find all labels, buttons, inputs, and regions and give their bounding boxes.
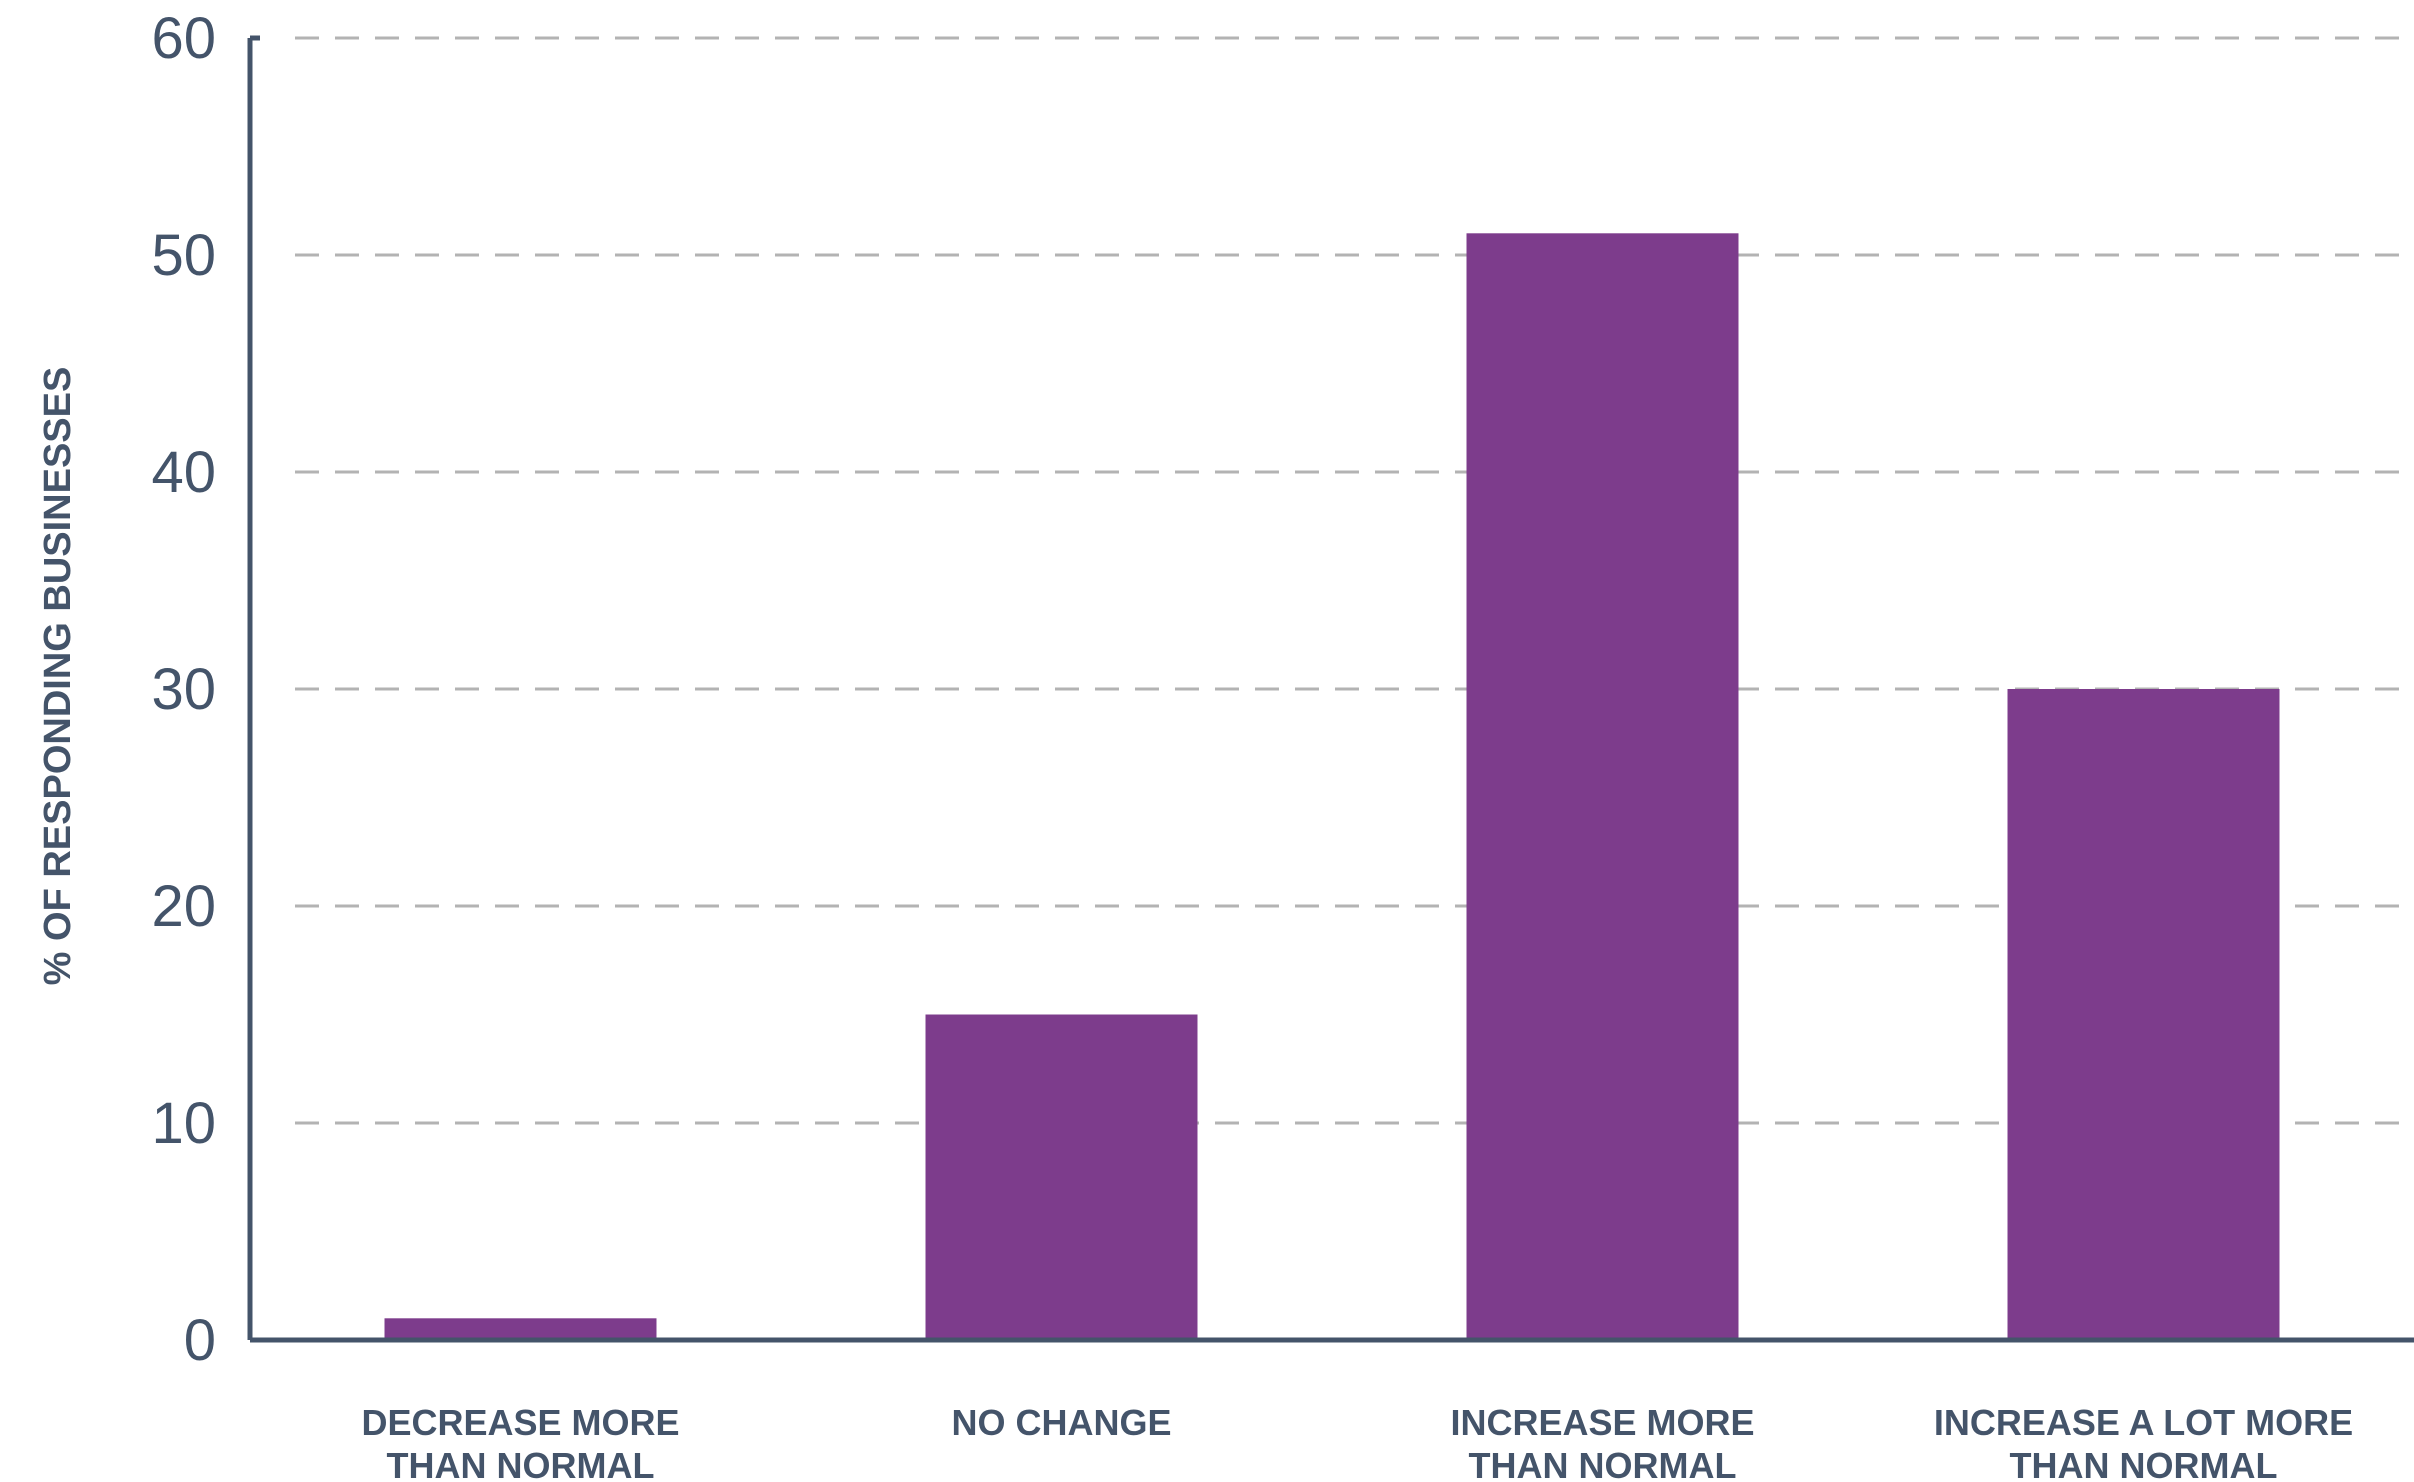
bar bbox=[1466, 233, 1739, 1340]
y-tick-labels: 0 10 20 30 40 50 60 bbox=[151, 6, 216, 1373]
bars bbox=[384, 233, 2280, 1340]
category-labels: DECREASE MORE THAN NORMAL NO CHANGE INCREAS… bbox=[361, 1402, 2353, 1482]
y-tick-label: 0 bbox=[184, 1308, 216, 1373]
y-tick-label: 10 bbox=[151, 1091, 216, 1156]
category-label: INCREASE A LOT MORE THAN NORMAL bbox=[1934, 1402, 2353, 1482]
y-tick-label: 60 bbox=[151, 6, 216, 71]
y-tick-label: 50 bbox=[151, 223, 216, 288]
category-label: NO CHANGE bbox=[951, 1402, 1171, 1443]
bar bbox=[925, 1014, 1198, 1340]
y-axis-title: % OF RESPONDING BUSINESSES bbox=[37, 367, 79, 986]
y-tick-label: 20 bbox=[151, 874, 216, 939]
axes bbox=[247, 35, 2414, 1343]
category-label: DECREASE MORE THAN NORMAL bbox=[361, 1402, 679, 1482]
bar bbox=[2007, 689, 2280, 1340]
y-tick-label: 40 bbox=[151, 440, 216, 505]
category-label: INCREASE MORE THAN NORMAL bbox=[1450, 1402, 1754, 1482]
y-tick-label: 30 bbox=[151, 657, 216, 722]
bar bbox=[384, 1318, 657, 1340]
